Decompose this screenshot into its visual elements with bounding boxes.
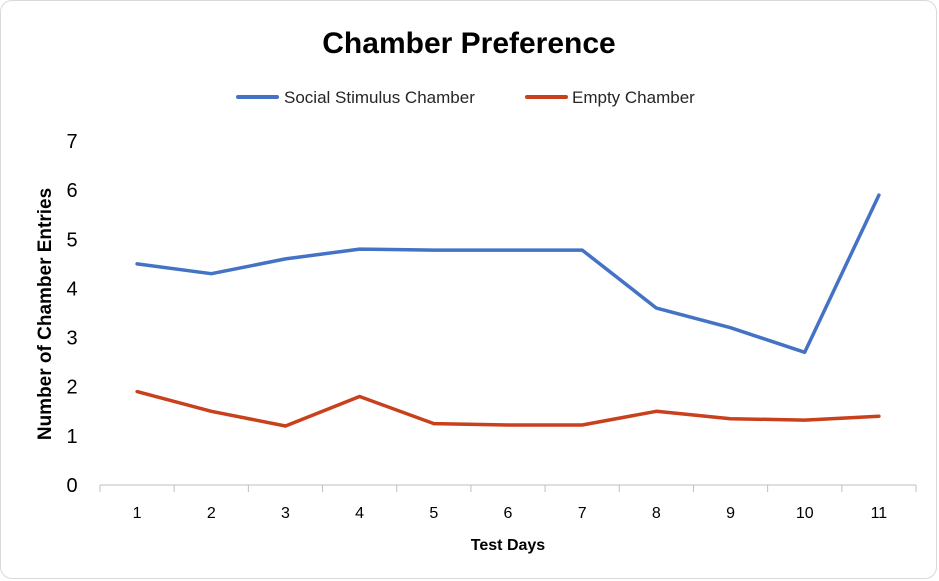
- chart-title: Chamber Preference: [322, 27, 615, 60]
- x-tick-label: 1: [133, 505, 142, 522]
- y-tick-label: 7: [66, 131, 77, 153]
- series-line-social-stimulus: [135, 193, 881, 355]
- x-tick-label: 2: [207, 505, 216, 522]
- y-tick-label: 5: [66, 229, 77, 251]
- y-axis-title: Number of Chamber Entries: [35, 188, 56, 440]
- legend-label-social: Social Stimulus Chamber: [284, 88, 475, 107]
- x-tick-label: 5: [429, 505, 438, 522]
- x-axis-title: Test Days: [471, 537, 546, 554]
- x-tick-label: 8: [652, 505, 661, 522]
- x-tick-label: 11: [871, 505, 888, 522]
- y-tick-label: 0: [66, 475, 77, 497]
- x-tick-label: 9: [726, 505, 735, 522]
- legend: Social Stimulus Chamber Empty Chamber: [236, 88, 695, 107]
- x-tick-label: 10: [796, 505, 814, 522]
- x-axis: [99, 484, 917, 492]
- x-tick-label: 7: [578, 505, 587, 522]
- x-tick-label: 3: [281, 505, 290, 522]
- x-axis-tick-labels: 1 2 3 4 5 6 7 8 9 10 11: [133, 505, 888, 522]
- y-tick-label: 6: [66, 180, 77, 202]
- legend-label-empty: Empty Chamber: [572, 88, 695, 107]
- y-axis-ticks: 0 1 2 3 4 5 6 7: [66, 131, 77, 497]
- y-tick-label: 2: [66, 377, 77, 399]
- series-line-empty-chamber: [135, 389, 881, 428]
- x-tick-label: 4: [355, 505, 364, 522]
- x-tick-label: 6: [504, 505, 513, 522]
- y-tick-label: 3: [66, 328, 77, 350]
- y-tick-label: 1: [66, 426, 77, 448]
- series-lines: [135, 193, 881, 428]
- y-tick-label: 4: [66, 278, 77, 300]
